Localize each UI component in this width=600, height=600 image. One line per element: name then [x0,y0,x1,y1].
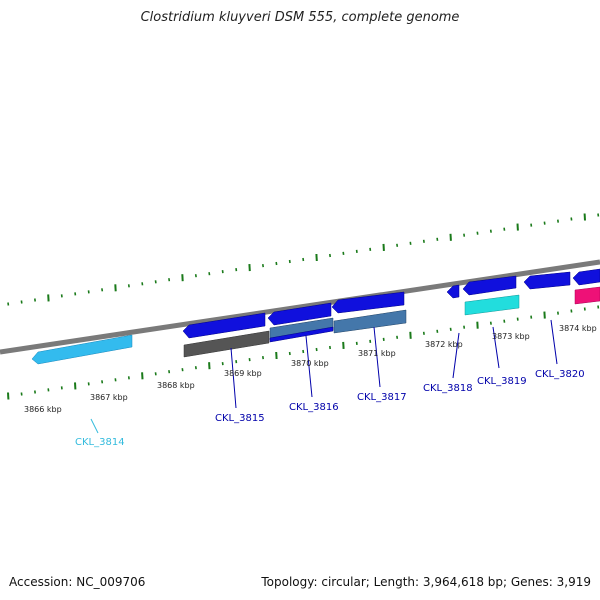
scale-label: 3868 kbp [157,381,195,390]
gene-feature-ckl-3814[interactable] [31,334,133,365]
leader-ckl-3814 [90,418,99,434]
gene-label-ckl-3814[interactable]: CKL_3814 [75,437,125,448]
accession-text: Accession: NC_009706 [9,575,146,589]
leader-ckl-3820 [550,319,558,365]
scale-label: 3872 kbp [425,340,463,349]
gene-label-ckl-3817[interactable]: CKL_3817 [357,392,407,403]
leader-ckl-3816 [305,335,313,398]
gene-label-ckl-3820[interactable]: CKL_3820 [535,369,585,380]
gene-feature-magenta [574,286,600,305]
gene-feature-ckl-3819[interactable] [462,275,517,296]
tick-row-upper [7,213,600,306]
gene-label-ckl-3815[interactable]: CKL_3815 [215,413,265,424]
scale-label: 3870 kbp [291,359,329,368]
scale-label: 3871 kbp [358,349,396,358]
gene-label-ckl-3816[interactable]: CKL_3816 [289,402,339,413]
gene-feature-ckl-3815-grey [183,330,270,358]
leader-ckl-3819 [492,326,500,369]
scale-label: 3866 kbp [24,405,62,414]
gene-feature-ckl-3820[interactable] [523,271,571,290]
leader-ckl-3817 [373,326,381,388]
scale-label: 3869 kbp [224,369,262,378]
gene-feature-ckl-3815[interactable] [182,312,266,339]
gene-label-ckl-3819[interactable]: CKL_3819 [477,376,527,387]
gene-label-ckl-3818[interactable]: CKL_3818 [423,383,473,394]
gene-feature-ckl-3818[interactable] [446,284,460,299]
scale-label: 3873 kbp [492,332,530,341]
gene-feature-ckl-3817[interactable] [331,291,405,314]
scale-label: 3867 kbp [90,393,128,402]
genome-backbone [0,259,600,355]
gene-feature-next[interactable] [572,268,600,286]
leader-ckl-3815 [230,347,237,409]
leader-ckl-3818 [452,332,460,379]
gene-feature-ckl-3817-steel [333,309,407,334]
scale-label: 3874 kbp [559,324,597,333]
gene-feature-ckl-3816-blue [269,326,334,343]
gene-feature-ckl-3816[interactable] [267,302,332,326]
genome-title: Clostridium kluyveri DSM 555, complete g… [140,10,460,25]
gene-feature-ckl-3819-cyan [464,294,520,316]
genome-stats-text: Topology: circular; Length: 3,964,618 bp… [261,575,591,589]
tick-row-lower [7,305,600,400]
